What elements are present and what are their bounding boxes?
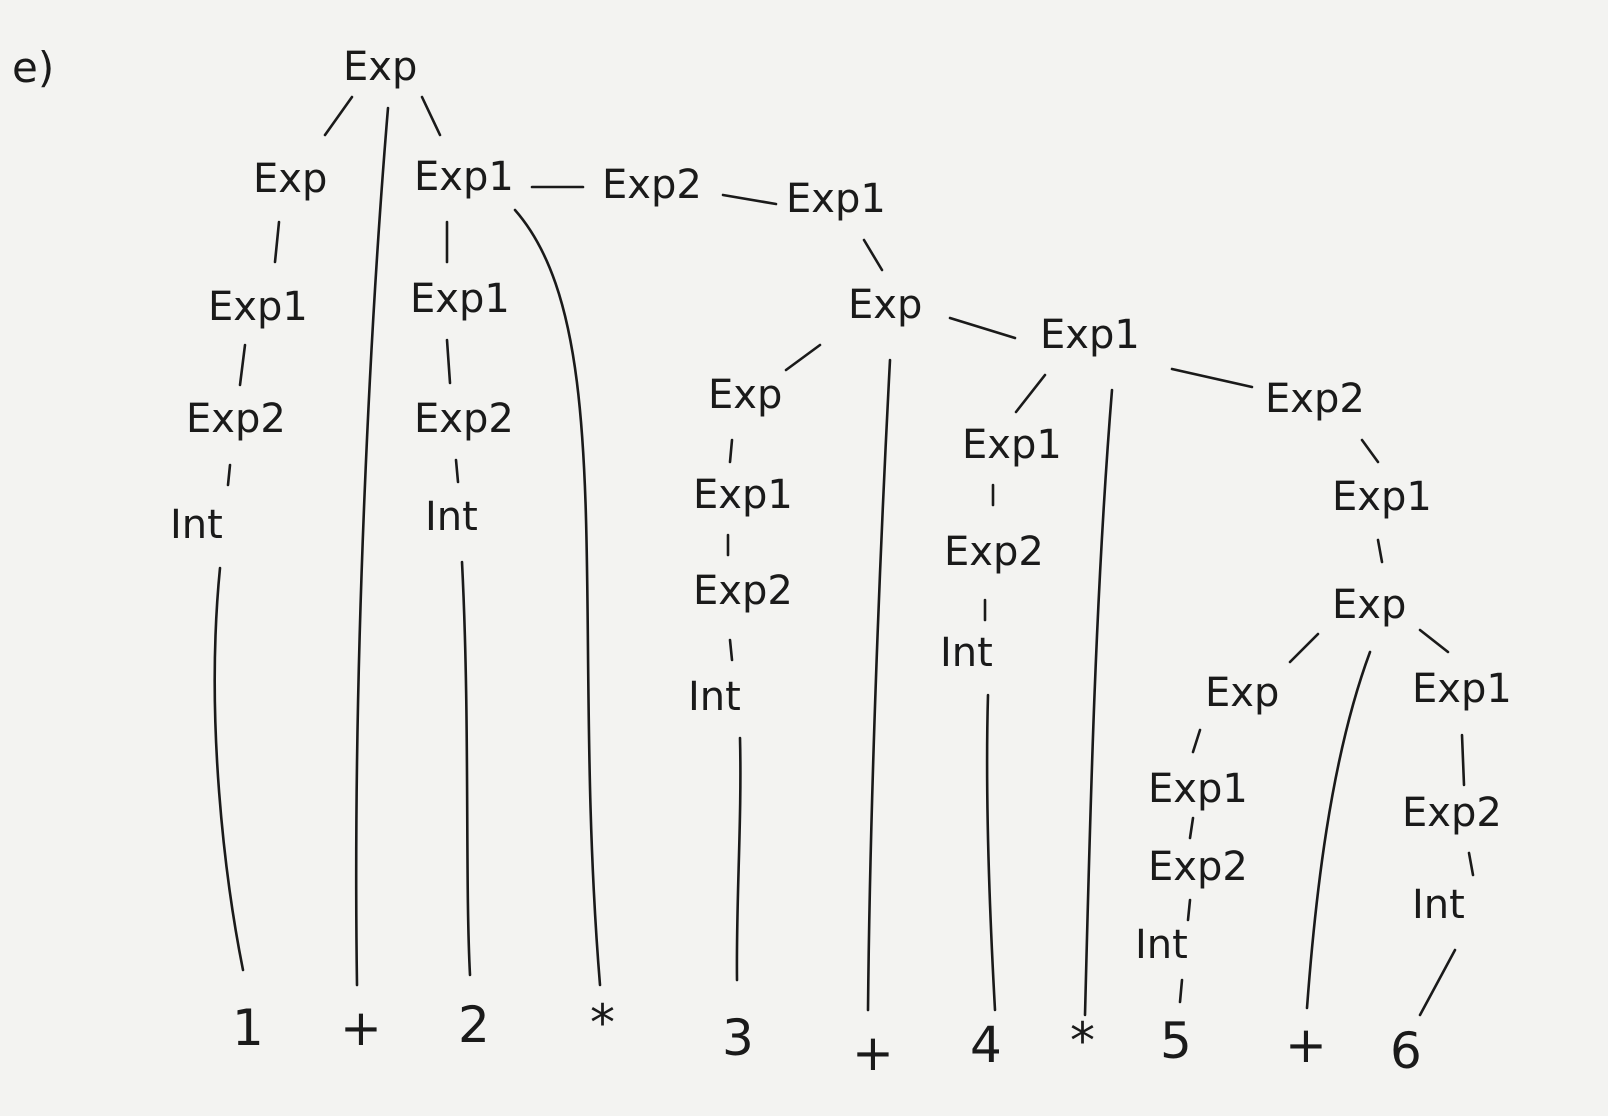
node-r4-int: Int: [940, 630, 993, 676]
edge-cexp-rexp1: [948, 316, 1017, 340]
edge-root-left-exp: [323, 95, 354, 137]
edge-r6exp2-r6int: [1467, 851, 1475, 877]
node-center-exp1: Exp1: [786, 176, 886, 222]
edge-r5exp-r5exp1: [1191, 728, 1202, 754]
node-r5-exp1: Exp1: [1148, 766, 1248, 812]
edge-r6int-tok6: [1418, 948, 1457, 1017]
edge-mexp1b-mexp2: [445, 338, 452, 385]
node-left-exp2: Exp2: [186, 396, 286, 442]
node-c3-exp1: Exp1: [693, 472, 793, 518]
node-r5-exp2: Exp2: [1148, 844, 1248, 890]
edge-cexp2-cexp1: [721, 193, 778, 206]
token-5: 5: [1160, 1012, 1192, 1070]
edge-cexp-c3exp: [784, 343, 822, 372]
edge-mint-tok2: [460, 560, 472, 977]
edge-c3exp-c3exp1: [728, 438, 734, 464]
node-r5-int: Int: [1135, 922, 1188, 968]
edge-cexp1-cexp: [862, 238, 884, 272]
edge-rexp-plus: [1305, 650, 1372, 1010]
tree-edges: [213, 95, 1475, 1017]
token-plus-3: +: [1285, 1016, 1327, 1074]
edge-lexp-lexp1: [273, 220, 281, 264]
edge-rexp1-r4exp1: [1014, 373, 1047, 414]
edge-rexp-r6exp1: [1418, 628, 1450, 654]
edge-root-plus: [354, 106, 390, 987]
node-left-exp1: Exp1: [208, 284, 308, 330]
edge-r5int-tok5: [1178, 978, 1184, 1004]
node-left-int: Int: [170, 502, 223, 548]
node-root-exp: Exp: [343, 44, 417, 90]
node-mid-exp1: Exp1: [414, 154, 514, 200]
token-star-1: *: [590, 994, 615, 1052]
edge-rexp1b-rexp: [1376, 538, 1384, 564]
edge-r6exp1-r6exp2: [1460, 733, 1466, 787]
node-c3-int: Int: [688, 674, 741, 720]
edge-r5exp1-r5exp2: [1188, 816, 1195, 840]
node-c3-exp: Exp: [708, 372, 782, 418]
tree-nodes: Exp Exp Exp1 Exp2 Int Exp1 Exp1 Exp2 Int…: [170, 44, 1512, 968]
edge-cexp-plus: [866, 358, 892, 1012]
edge-lexp1-lexp2: [238, 343, 247, 387]
node-r6-int: Int: [1412, 882, 1465, 928]
node-c3-exp2: Exp2: [693, 568, 793, 614]
edge-mexp1-star: [513, 208, 602, 987]
node-r6-exp2: Exp2: [1402, 790, 1502, 836]
node-r6-exp1: Exp1: [1412, 666, 1512, 712]
token-1: 1: [232, 999, 264, 1057]
edge-rexp-r5exp: [1288, 632, 1320, 664]
edge-c3int-tok3: [735, 736, 742, 982]
node-right-exp2: Exp2: [1265, 376, 1365, 422]
node-mid-exp2: Exp2: [414, 396, 514, 442]
edge-r5exp2-r5int: [1186, 898, 1192, 922]
node-r4-exp2: Exp2: [944, 529, 1044, 575]
token-3: 3: [722, 1009, 754, 1067]
token-6: 6: [1390, 1022, 1422, 1080]
node-center-exp: Exp: [848, 282, 922, 328]
node-right-exp1-b: Exp1: [1332, 474, 1432, 520]
node-right-exp1: Exp1: [1040, 312, 1140, 358]
token-4: 4: [970, 1016, 1002, 1074]
edge-rexp1-rexp2: [1170, 367, 1254, 389]
edge-lint-tok1: [213, 566, 245, 972]
token-star-2: *: [1070, 1012, 1095, 1070]
edge-lexp2-lint: [226, 463, 232, 487]
node-left-exp: Exp: [253, 156, 327, 202]
token-plus-1: +: [340, 999, 382, 1057]
node-r4-exp1: Exp1: [962, 422, 1062, 468]
edge-c3exp2-c3int: [728, 638, 734, 662]
node-mid-int: Int: [425, 494, 478, 540]
input-tokens: 1 + 2 * 3 + 4 * 5 + 6: [232, 994, 1422, 1082]
token-plus-2: +: [852, 1024, 894, 1082]
node-center-exp2: Exp2: [602, 162, 702, 208]
edge-rexp1-star: [1083, 388, 1114, 1017]
token-2: 2: [458, 996, 490, 1054]
edge-root-exp1: [420, 95, 442, 137]
node-mid-exp1-b: Exp1: [410, 276, 510, 322]
edge-r4int-tok4: [985, 693, 997, 1012]
node-right-exp: Exp: [1332, 582, 1406, 628]
node-r5-exp: Exp: [1205, 670, 1279, 716]
edge-mexp2-mint: [454, 458, 460, 484]
part-label: e): [12, 43, 54, 92]
edge-rexp2-rexp1b: [1360, 438, 1380, 464]
